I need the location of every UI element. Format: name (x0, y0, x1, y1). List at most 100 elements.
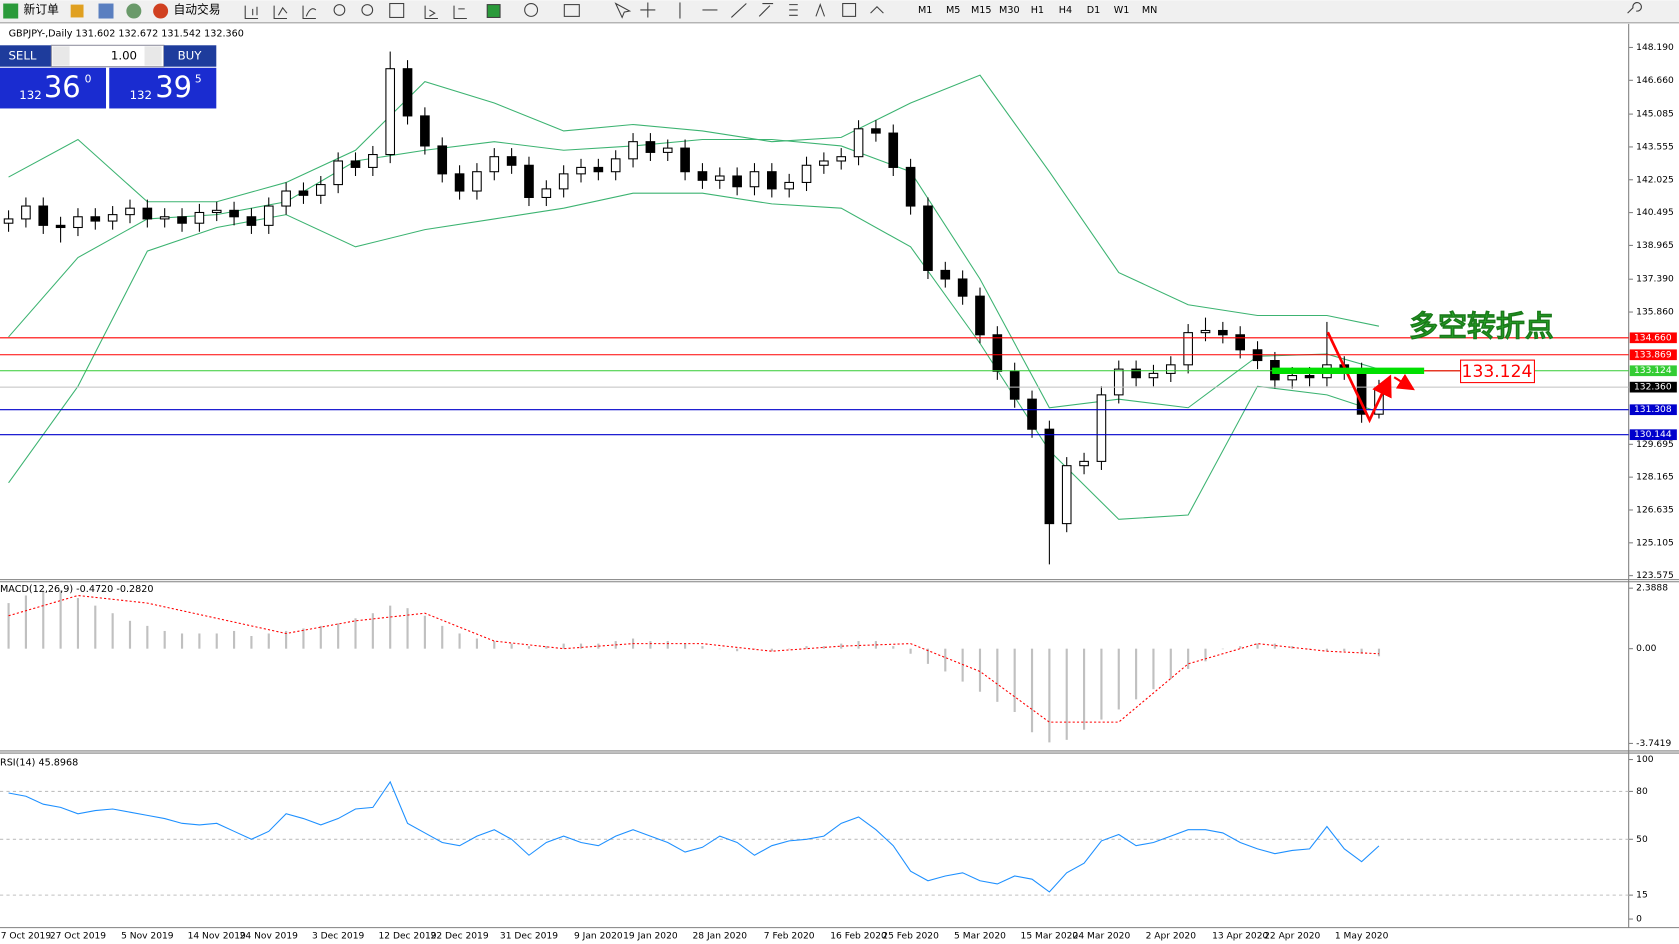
buy-button[interactable] (163, 45, 217, 67)
macd-bar (1135, 648, 1138, 700)
auto-trading-icon[interactable] (153, 3, 169, 19)
lot-value[interactable]: 1.00 (111, 48, 137, 62)
timeframe[interactable]: M15 (971, 5, 992, 16)
sell-button[interactable] (0, 45, 52, 67)
timeframe[interactable]: W1 (1114, 5, 1130, 16)
sell-label[interactable]: SELL (8, 48, 36, 62)
macd-bar (1169, 648, 1172, 680)
macd-bar (180, 633, 184, 649)
candle-body (905, 166, 916, 207)
candle-body (506, 156, 517, 166)
macd-bar (319, 625, 322, 649)
timeframe[interactable]: M30 (999, 5, 1020, 16)
candle-body (1235, 334, 1246, 351)
toolbar-tools[interactable] (244, 2, 1642, 20)
x-tick-label: 3 Dec 2019 (312, 932, 365, 942)
candle-body (1113, 368, 1124, 396)
macd-bar (1152, 648, 1155, 690)
candle-body (888, 132, 899, 168)
macd-bar (909, 648, 912, 654)
new-order-icon[interactable] (3, 3, 19, 19)
macd-bar (840, 643, 843, 649)
candle-body (73, 216, 83, 229)
candle-body (749, 171, 760, 188)
macd-bar (371, 613, 374, 649)
x-tick-label: 13 Apr 2020 (1212, 932, 1268, 942)
auto-trading[interactable]: 自动交易 (173, 2, 220, 16)
new-order[interactable]: 新订单 (24, 2, 60, 16)
trend-arrow (1393, 373, 1415, 391)
candle-body (368, 154, 378, 168)
buy-price-big: 132 (130, 88, 152, 102)
macd-bar (996, 648, 999, 702)
candle-body (1027, 398, 1037, 430)
candle-body (645, 141, 656, 153)
toolbar-icon[interactable] (126, 3, 142, 19)
x-tick-label: 15 Mar 2020 (1021, 932, 1079, 942)
toolbar (0, 0, 1679, 23)
annotation-title: 多空转折点 (1409, 309, 1554, 343)
macd-bar (233, 630, 236, 649)
rsi-title: RSI(14) 45.8968 (0, 758, 78, 769)
candle-body (385, 68, 396, 156)
macd-bar (1187, 648, 1190, 669)
buy-price-pips: 39 (155, 70, 192, 104)
y-tick-label: 142.025 (1636, 175, 1674, 185)
toolbar-icon[interactable] (70, 4, 84, 18)
x-tick-label: 5 Mar 2020 (954, 932, 1006, 942)
candle-body (1304, 375, 1315, 379)
candle-body (246, 216, 257, 226)
chart-title: GBPJPY-,Daily 131.602 132.672 131.542 13… (9, 29, 244, 40)
macd-bar (250, 636, 253, 649)
y-tick-label: 140.495 (1636, 208, 1674, 218)
candle-body (177, 216, 187, 224)
macd-bar (493, 641, 496, 649)
lot-up[interactable] (144, 46, 162, 66)
candle-body (489, 156, 500, 173)
buy-price[interactable] (109, 67, 217, 109)
timeframe[interactable]: H1 (1031, 5, 1044, 16)
macd-bar (510, 643, 513, 649)
candle-body (732, 175, 742, 188)
candle-body (1200, 329, 1211, 334)
price-level-label: 132.360 (1634, 383, 1672, 393)
macd-bar (285, 630, 288, 649)
price-callout (1460, 359, 1535, 384)
candle-body (1009, 370, 1020, 400)
macd-bar (111, 613, 114, 649)
price-level-box (1629, 381, 1677, 393)
candle-body (472, 171, 482, 192)
candle-body (107, 214, 118, 222)
candle-body (21, 205, 31, 220)
x-tick-label: 24 Mar 2020 (1073, 932, 1131, 942)
bollinger-lower (8, 192, 1380, 520)
macd-bar (961, 648, 964, 682)
toolbar-icon[interactable] (98, 3, 114, 19)
candle-body (957, 278, 968, 297)
timeframe[interactable]: M5 (946, 5, 960, 16)
candle-body (975, 295, 985, 336)
macd-bar (1325, 648, 1328, 652)
y-tick-label: 137.390 (1636, 275, 1674, 285)
macd-bar (198, 633, 201, 649)
y-tick-label: 135.860 (1636, 308, 1674, 318)
timeframe[interactable]: D1 (1087, 5, 1101, 16)
macd-bar (649, 641, 652, 649)
buy-label[interactable]: BUY (178, 48, 203, 62)
lot-down[interactable] (52, 46, 70, 66)
candle-body (524, 164, 534, 198)
timeframe[interactable]: MN (1142, 5, 1158, 16)
macd-bar (944, 648, 947, 672)
sell-price[interactable] (0, 67, 107, 109)
macd-bar (579, 643, 583, 649)
timeframe[interactable]: H4 (1059, 5, 1072, 16)
price-level-label: 133.869 (1634, 350, 1672, 360)
candle-body (680, 147, 690, 173)
macd-bar (1065, 648, 1068, 740)
macd-bar (337, 623, 340, 649)
sell-price-big: 132 (19, 88, 41, 102)
x-tick-label: 1 May 2020 (1335, 932, 1389, 942)
timeframe[interactable]: M1 (918, 5, 932, 16)
candle-body (159, 216, 170, 220)
candle-body (315, 184, 326, 196)
